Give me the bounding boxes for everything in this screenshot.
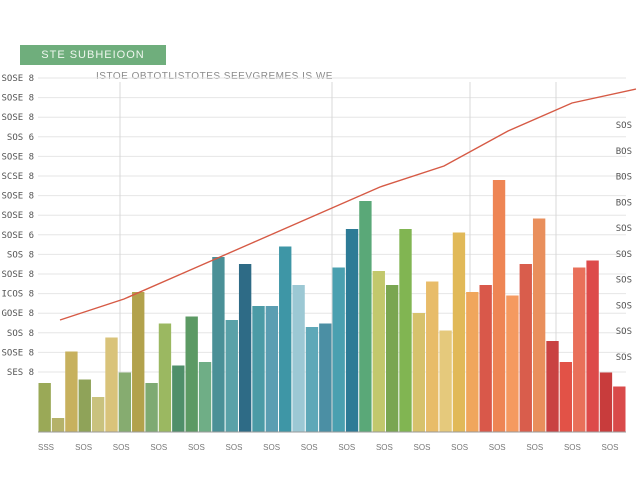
x-tick-label: SOS (75, 443, 92, 452)
right-tick-label: SOS (616, 301, 632, 311)
y-tick-label: SOSE 8 (1, 270, 34, 280)
bar (38, 383, 51, 432)
bar (279, 246, 292, 432)
bar (359, 201, 372, 432)
bar (292, 285, 305, 432)
chart-title: STE SUBHEIOON (20, 45, 166, 65)
x-tick-label: SOS (150, 443, 167, 452)
trend-line (59, 88, 637, 321)
bar (532, 218, 546, 432)
bar (105, 337, 118, 432)
bar (145, 383, 158, 432)
x-tick-label: SOS (263, 443, 280, 452)
bar (345, 229, 359, 432)
x-tick-label: SOS (188, 443, 205, 452)
bar (185, 316, 198, 432)
bar (412, 313, 426, 432)
bar (372, 271, 385, 432)
x-tick-label: SOS (226, 443, 243, 452)
bar (238, 264, 252, 432)
bar (439, 330, 452, 432)
bar (51, 418, 65, 432)
bar (492, 180, 506, 432)
y-tick-label: SOSE 8 (1, 74, 34, 84)
y-tick-label: SES 8 (7, 368, 34, 378)
y-tick-label: SCSE 8 (1, 172, 34, 182)
right-tick-label: BOS (616, 147, 632, 157)
bar (78, 379, 91, 432)
bar (559, 362, 573, 432)
bar (599, 372, 613, 432)
x-tick-label: SOS (526, 443, 543, 452)
right-tick-label: BOS (616, 173, 632, 183)
y-tick-label: SOSE 8 (1, 113, 34, 123)
y-tick-label: SOS 6 (7, 133, 34, 143)
x-tick-label: SOS (376, 443, 393, 452)
x-tick-label: SOS (564, 443, 581, 452)
bar (506, 295, 519, 432)
bar (573, 267, 586, 432)
bar (172, 365, 185, 432)
bar (305, 327, 319, 432)
x-tick-label: SOS (602, 443, 619, 452)
bar (118, 372, 132, 432)
bar (198, 362, 212, 432)
x-tick-label: SOS (414, 443, 431, 452)
bar (225, 320, 238, 432)
right-tick-label: SOS (616, 224, 632, 234)
bar (65, 351, 78, 432)
y-tick-label: SOSE 8 (1, 192, 34, 202)
x-tick-label: SOS (301, 443, 318, 452)
right-tick-label: SOS (616, 121, 632, 131)
y-tick-label: SOSE 8 (1, 211, 34, 221)
bar (466, 292, 479, 432)
bar (479, 285, 492, 432)
right-tick-label: SOS (616, 327, 632, 337)
x-tick-label: SOS (489, 443, 506, 452)
x-tick-label: SOS (338, 443, 355, 452)
right-tick-label: SOS (616, 276, 632, 286)
bar (319, 323, 332, 432)
y-tick-label: SOSE 8 (1, 94, 34, 104)
bar (132, 292, 145, 432)
bar (546, 341, 559, 432)
bar (158, 323, 172, 432)
bar (252, 306, 265, 432)
y-tick-label: SOSE 8 (1, 152, 34, 162)
x-tick-label: SOS (451, 443, 468, 452)
bar (426, 281, 439, 432)
x-tick-label: SSS (38, 443, 54, 452)
right-tick-label: BOS (616, 198, 632, 208)
x-tick-label: SOS (113, 443, 130, 452)
y-tick-label: SOS 8 (7, 329, 34, 339)
bar (586, 260, 599, 432)
bar (613, 386, 626, 432)
bar (399, 229, 412, 432)
bar (519, 264, 532, 432)
y-tick-label: SOSE 8 (1, 348, 34, 358)
bar (385, 285, 399, 432)
bar (212, 257, 225, 432)
right-tick-label: SOS (616, 250, 632, 260)
chart-subtitle: ISTOE OBTOTLISTOTES SEEVGREMES IS WE (96, 71, 333, 82)
y-tick-label: GOSE 8 (1, 309, 34, 319)
bar (452, 232, 466, 432)
y-tick-label: SOS 8 (7, 250, 34, 260)
y-tick-label: ICOS 8 (1, 290, 34, 300)
bar (332, 267, 345, 432)
y-tick-label: SOSE 6 (1, 231, 34, 241)
bar (265, 306, 279, 432)
right-tick-label: SOS (616, 353, 632, 363)
bar (91, 397, 105, 432)
